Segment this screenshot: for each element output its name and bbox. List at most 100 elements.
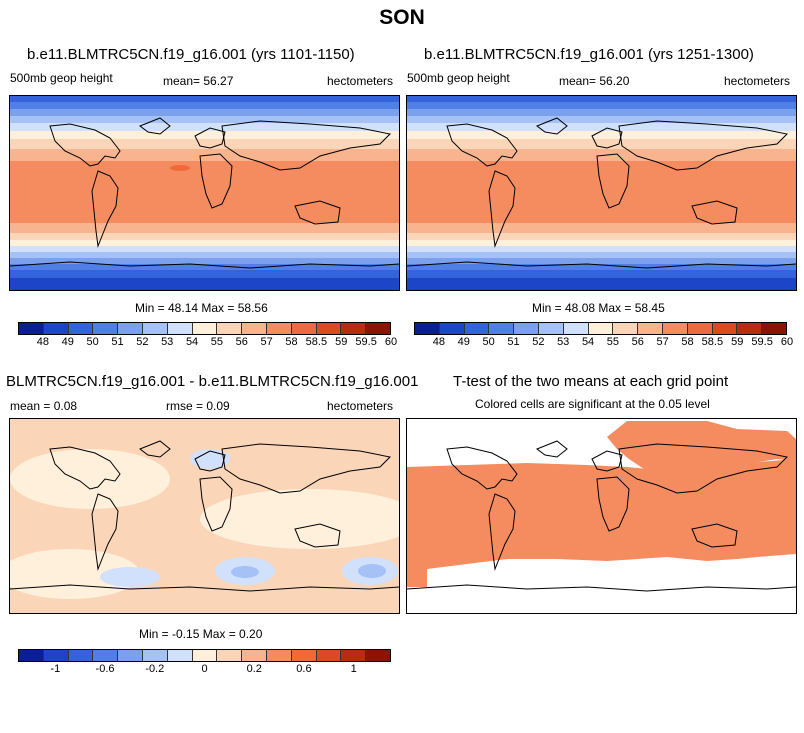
colorbar-tick-label: 49	[457, 336, 470, 348]
colorbar-tick-label: 59	[731, 336, 744, 348]
colorbar-tick-label: 50	[86, 336, 99, 348]
colorbar-top-right	[414, 322, 787, 335]
colorbar-tick-label: 57	[260, 336, 273, 348]
colorbar-tick-label: 0.2	[246, 663, 262, 675]
colorbar-tick-label: 54	[581, 336, 595, 348]
geopotential-field-top-left	[10, 96, 399, 290]
minmax-label-top-right: Min = 48.08 Max = 58.45	[532, 301, 665, 315]
panel-title-bottom-left: BLMTRC5CN.f19_g16.001 - b.e11.BLMTRC5CN.…	[6, 373, 419, 390]
colorbar-difference	[18, 649, 391, 662]
mean-label-bottom-left: mean = 0.08	[10, 399, 78, 413]
colorbar-tick-label: 0.6	[296, 663, 312, 675]
colorbar-tick-label: 52	[532, 336, 545, 348]
minmax-label-top-left: Min = 48.14 Max = 58.56	[135, 301, 268, 315]
colorbar-cell	[142, 323, 168, 334]
variable-label-top-left: 500mb geop height	[10, 71, 113, 85]
colorbar-cell	[93, 323, 119, 334]
colorbar-cell	[142, 650, 168, 661]
colorbar-cell	[192, 650, 218, 661]
colorbar-tick-label: 56	[235, 336, 248, 348]
colorbar-cell	[638, 323, 663, 334]
colorbar-tick-label: 55	[210, 336, 224, 348]
geopotential-field-top-right	[407, 96, 796, 290]
colorbar-tick-label: 60	[780, 336, 794, 348]
ttest-significance-map	[406, 418, 797, 614]
units-label-top-left: hectometers	[327, 74, 394, 88]
colorbar-cell	[118, 323, 143, 334]
units-label-bottom-left: hectometers	[327, 399, 394, 413]
colorbar-tick-label: 49	[61, 336, 74, 348]
colorbar-cell	[415, 323, 440, 334]
difference-field	[10, 419, 399, 613]
rmse-label-bottom-left: rmse = 0.09	[166, 399, 230, 413]
mean-label-top-left: mean= 56.27	[163, 74, 234, 88]
colorbar-tick-label: 59.5	[355, 336, 377, 348]
colorbar-cell	[613, 323, 639, 334]
colorbar-tick-label: 51	[507, 336, 520, 348]
colorbar-cell	[167, 650, 193, 661]
colorbar-cell	[43, 650, 69, 661]
colorbar-cell	[464, 323, 490, 334]
colorbar-cell	[266, 323, 292, 334]
panel-subtitle-bottom-right: Colored cells are significant at the 0.0…	[475, 397, 710, 411]
colorbar-cell	[242, 323, 267, 334]
colorbar-cell	[43, 323, 69, 334]
colorbar-cell	[316, 323, 342, 334]
figure-title: SON	[379, 6, 425, 29]
colorbar-cell	[662, 323, 688, 334]
colorbar-tick-label: 59.5	[751, 336, 773, 348]
colorbar-top-left	[18, 322, 391, 335]
colorbar-cell	[93, 650, 119, 661]
difference-map	[9, 418, 400, 614]
colorbar-tick-label: 58.5	[305, 336, 328, 348]
colorbar-cell	[737, 323, 763, 334]
colorbar-cell	[514, 323, 539, 334]
colorbar-cell	[588, 323, 614, 334]
colorbar-cell	[118, 650, 143, 661]
colorbar-cell	[538, 323, 564, 334]
colorbar-tick-label: 58.5	[701, 336, 724, 348]
colorbar-tick-label: 0	[201, 663, 208, 675]
colorbar-tick-label: 53	[557, 336, 570, 348]
colorbar-cell	[316, 650, 342, 661]
colorbar-tick-label: 58	[285, 336, 298, 348]
colorbar-cell	[762, 323, 786, 334]
colorbar-cell	[291, 650, 317, 661]
panel-title-top-left: b.e11.BLMTRC5CN.f19_g16.001 (yrs 1101-11…	[27, 46, 355, 63]
colorbar-cell	[266, 650, 292, 661]
colorbar-cell	[563, 323, 589, 334]
colorbar-cell	[291, 323, 317, 334]
geopotential-map-top-right	[406, 95, 797, 291]
colorbar-cell	[19, 650, 44, 661]
colorbar-tick-label: 48	[432, 336, 445, 348]
colorbar-tick-label: 52	[136, 336, 149, 348]
colorbar-tick-label: 51	[111, 336, 124, 348]
colorbar-tick-label: 57	[656, 336, 669, 348]
colorbar-cell	[489, 323, 515, 334]
colorbar-cell	[366, 323, 390, 334]
mean-label-top-right: mean= 56.20	[559, 74, 630, 88]
colorbar-cell	[439, 323, 465, 334]
colorbar-tick-label: -1	[50, 663, 61, 675]
units-label-top-right: hectometers	[724, 74, 791, 88]
colorbar-cell	[687, 323, 713, 334]
colorbar-cell	[68, 323, 94, 334]
colorbar-tick-label: 1	[350, 663, 357, 675]
colorbar-tick-label: 48	[36, 336, 49, 348]
colorbar-ticks-difference: -1 -0.6 -0.2 0 0.2 0.6 1	[18, 663, 391, 677]
colorbar-tick-label: 58	[681, 336, 694, 348]
colorbar-tick-label: 56	[631, 336, 644, 348]
colorbar-tick-label: -0.6	[95, 663, 115, 675]
colorbar-cell	[217, 650, 243, 661]
colorbar-cell	[19, 323, 44, 334]
panel-title-bottom-right: T-test of the two means at each grid poi…	[453, 373, 729, 390]
colorbar-cell	[242, 650, 267, 661]
colorbar-cell	[341, 650, 367, 661]
variable-label-top-right: 500mb geop height	[407, 71, 510, 85]
colorbar-ticks-top-right: 48 49 50 51 52 53 54 55 56 57 58 58.5 59 59.5 60	[414, 336, 793, 350]
colorbar-tick-label: 55	[606, 336, 620, 348]
colorbar-cell	[167, 323, 193, 334]
colorbar-tick-label: 60	[384, 336, 398, 348]
colorbar-ticks-top-left: 48 49 50 51 52 53 54 55 56 57 58 58.5 59 59.5 60	[18, 336, 397, 350]
colorbar-tick-label: 59	[335, 336, 348, 348]
